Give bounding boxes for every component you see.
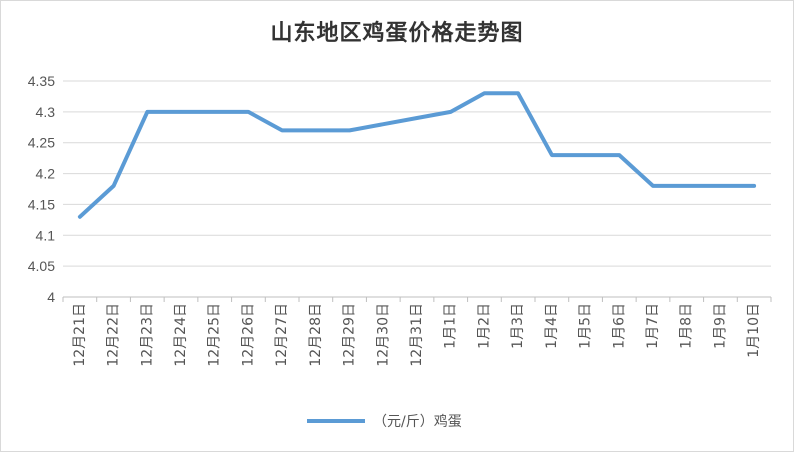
data-point	[213, 110, 217, 114]
x-tick-label: 12月31日	[409, 303, 425, 367]
x-tick-label: 1月4日	[544, 303, 560, 349]
x-tick-label: 12月25日	[207, 303, 223, 367]
data-point	[685, 184, 689, 188]
y-tick-label: 4.15	[28, 196, 55, 212]
y-tick-label: 4.25	[28, 135, 55, 151]
data-point	[314, 128, 318, 132]
y-axis: 4 4.05 4.1 4.15 4.2 4.25 4.3 4.35	[28, 73, 55, 305]
data-point	[550, 153, 554, 157]
x-tick-label: 1月6日	[611, 303, 627, 349]
x-tick-label: 12月29日	[342, 303, 358, 367]
data-point	[584, 153, 588, 157]
x-tick-label: 1月1日	[443, 303, 459, 349]
y-tick-label: 4.3	[36, 104, 56, 120]
y-tick-label: 4.2	[36, 166, 56, 182]
x-tick-label: 12月24日	[173, 303, 189, 367]
chart-title: 山东地区鸡蛋价格走势图	[270, 20, 524, 46]
data-point	[449, 110, 453, 114]
y-tick-label: 4	[47, 289, 55, 305]
legend: （元/斤）鸡蛋	[307, 411, 462, 431]
data-point	[381, 122, 385, 126]
data-point	[516, 91, 520, 95]
gridlines	[63, 80, 771, 298]
y-tick-label: 4.05	[28, 258, 55, 274]
x-tick-label: 12月22日	[106, 303, 122, 367]
data-point	[179, 110, 183, 114]
x-tick-label: 12月27日	[274, 303, 290, 367]
data-point	[112, 184, 116, 188]
legend-swatch	[307, 419, 365, 423]
line-chart: 44.054.14.154.24.254.34.35 12月21日 12月22日 1…	[28, 73, 772, 367]
legend-label: （元/斤）鸡蛋	[373, 414, 462, 430]
data-point	[280, 128, 284, 132]
data-point	[78, 215, 82, 219]
x-tick-label: 1月7日	[645, 303, 661, 349]
x-tick-label: 1月9日	[712, 303, 728, 349]
data-point	[752, 184, 756, 188]
data-point	[617, 153, 621, 157]
data-point	[651, 184, 655, 188]
x-tick-label: 1月3日	[510, 303, 526, 349]
y-tick-label: 4.1	[36, 227, 56, 243]
y-tick-label: 4.35	[28, 73, 55, 89]
data-point	[145, 110, 149, 114]
x-tick-label: 1月2日	[476, 303, 492, 349]
x-tick-label: 12月30日	[375, 303, 391, 367]
data-point	[482, 91, 486, 95]
data-point	[718, 184, 722, 188]
x-tick-label: 12月28日	[308, 303, 324, 367]
x-tick-label: 12月26日	[240, 303, 256, 367]
data-point	[348, 128, 352, 132]
x-tick-label: 12月23日	[139, 303, 155, 367]
data-point	[415, 116, 419, 120]
series-layer	[77, 91, 757, 219]
x-tick-label: 1月8日	[679, 303, 695, 349]
x-axis: 12月21日 12月22日 12月23日 12月24日 12月25日 12月26日 12月2…	[62, 297, 772, 367]
data-point	[246, 110, 250, 114]
x-tick-label: 1月10日	[746, 303, 762, 358]
x-tick-label: 1月5日	[578, 303, 594, 349]
x-tick-label: 12月21日	[72, 303, 88, 367]
